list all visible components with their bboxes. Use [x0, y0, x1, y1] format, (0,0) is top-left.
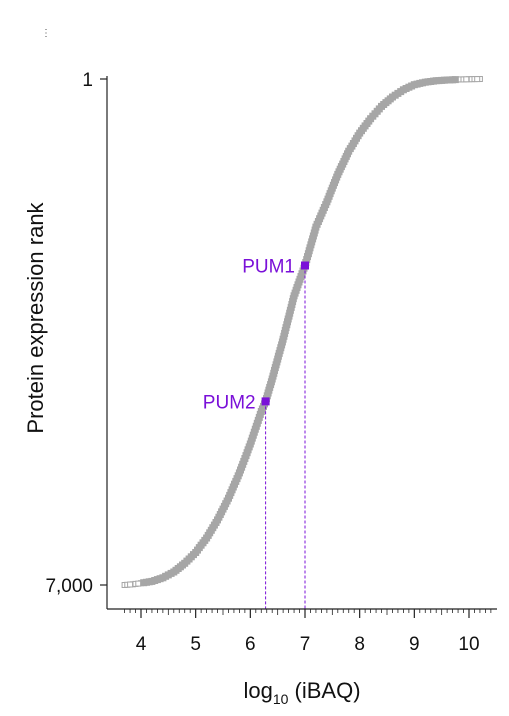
x-tick-label: 6 — [245, 634, 256, 655]
data-point — [333, 173, 341, 181]
x-axis-title-subscript: 10 — [273, 691, 289, 707]
x-tick-label: 8 — [354, 634, 365, 655]
x-axis-title-base: log — [243, 678, 272, 703]
data-point — [135, 580, 142, 587]
x-axis-title-suffix: (iBAQ) — [288, 678, 360, 703]
data-point — [365, 117, 373, 125]
data-point — [156, 575, 164, 583]
data-point — [245, 443, 253, 451]
data-point — [397, 88, 405, 96]
data-point — [474, 76, 481, 83]
data-point — [212, 519, 220, 526]
data-point — [234, 472, 242, 480]
data-points — [121, 76, 483, 588]
y-tick-label: 1 — [82, 70, 93, 91]
data-point — [344, 150, 351, 158]
x-tick-label: 10 — [458, 634, 479, 655]
data-point — [145, 578, 153, 586]
data-point — [127, 581, 134, 588]
data-point — [451, 76, 459, 84]
x-tick-label: 4 — [136, 634, 147, 655]
data-point — [167, 569, 175, 577]
data-point — [322, 201, 330, 209]
data-point — [430, 77, 437, 85]
data-point — [256, 410, 264, 418]
data-point — [190, 551, 197, 559]
data-point — [375, 105, 383, 113]
data-point — [201, 536, 209, 544]
annotation-marker — [261, 397, 270, 406]
data-point — [408, 82, 416, 90]
data-point — [289, 295, 297, 303]
annotation-marker — [301, 261, 309, 270]
data-point — [463, 76, 470, 83]
panel-mark: ⋮ — [41, 28, 51, 39]
data-point — [278, 338, 286, 346]
data-point — [440, 76, 448, 84]
data-point — [223, 497, 231, 505]
annotation-label: PUM2 — [203, 392, 256, 413]
data-point — [419, 79, 426, 87]
x-axis-title: log10 (iBAQ) — [243, 678, 360, 707]
data-point — [267, 378, 275, 386]
x-tick-label: 7 — [300, 634, 311, 655]
data-point — [179, 561, 186, 569]
x-tick-label: 9 — [409, 634, 420, 655]
data-point — [354, 132, 362, 140]
y-axis-ticks: 1 7,000 — [45, 70, 107, 597]
data-point — [311, 226, 319, 234]
annotation-label: PUM1 — [242, 257, 295, 278]
y-axis-title: Protein expression rank — [23, 201, 48, 433]
y-tick-label: 7,000 — [45, 576, 93, 597]
annotations: PUM1 PUM2 — [203, 257, 309, 609]
data-point — [386, 95, 394, 103]
x-axis-ticks: 4 5 6 7 8 9 10 — [124, 609, 492, 655]
x-tick-label: 5 — [190, 634, 201, 655]
